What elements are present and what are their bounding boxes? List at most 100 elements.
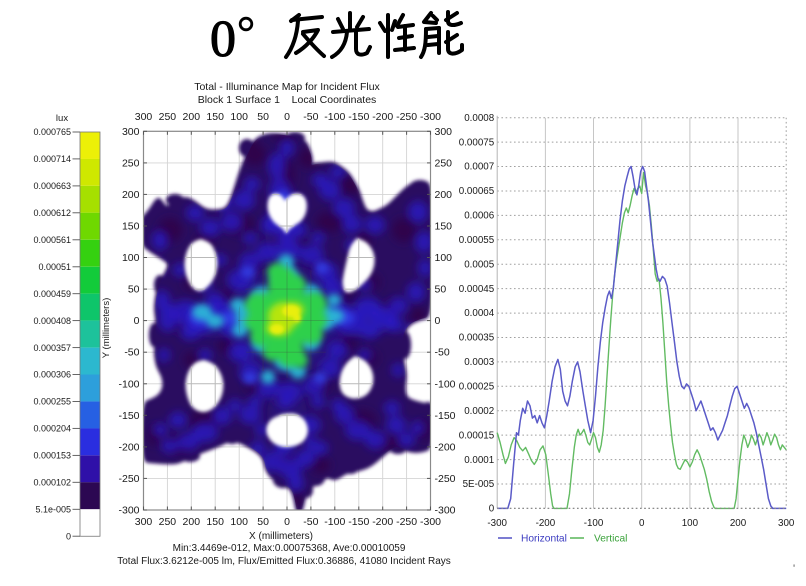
svg-text:0.00065: 0.00065 xyxy=(459,186,495,197)
svg-text:-50: -50 xyxy=(124,347,139,359)
svg-text:Block 1 Surface 1 Local Coo: Block 1 Surface 1 Local Coordinates xyxy=(198,94,377,106)
svg-text:250: 250 xyxy=(435,157,453,169)
svg-text:300: 300 xyxy=(435,126,453,138)
svg-text:0: 0 xyxy=(284,111,290,123)
svg-text:0.000459: 0.000459 xyxy=(33,289,71,299)
svg-text:200: 200 xyxy=(183,516,201,528)
svg-text:0.0001: 0.0001 xyxy=(464,455,494,466)
svg-text:0.00051: 0.00051 xyxy=(38,262,71,272)
svg-text:50: 50 xyxy=(128,284,140,296)
svg-text:250: 250 xyxy=(122,157,140,169)
svg-text:-250: -250 xyxy=(118,473,139,485)
svg-text:0.00075: 0.00075 xyxy=(459,137,495,148)
svg-text:0.000102: 0.000102 xyxy=(33,478,71,488)
svg-text:200: 200 xyxy=(183,111,201,123)
svg-text:-300: -300 xyxy=(420,516,441,528)
svg-text:50: 50 xyxy=(257,111,269,123)
svg-text:0.0005: 0.0005 xyxy=(464,259,495,270)
svg-text:0: 0 xyxy=(134,315,140,327)
svg-text:Min:3.4469e-012, Max:0.0007536: Min:3.4469e-012, Max:0.00075368, Ave:0.0… xyxy=(173,543,406,554)
svg-text:0: 0 xyxy=(489,504,495,515)
svg-text:lux: lux xyxy=(56,113,68,124)
svg-text:0.000714: 0.000714 xyxy=(33,154,71,164)
svg-text:0.0008: 0.0008 xyxy=(464,113,495,124)
svg-text:Total Flux:3.6212e-005 lm, Flu: Total Flux:3.6212e-005 lm, Flux/Emitted … xyxy=(117,556,451,567)
svg-text:0: 0 xyxy=(66,532,71,542)
svg-text:0.00015: 0.00015 xyxy=(459,430,495,441)
svg-text:-50: -50 xyxy=(435,347,450,359)
svg-text:Vertical: Vertical xyxy=(594,534,627,545)
svg-text:-100: -100 xyxy=(324,111,345,123)
svg-text:0.00035: 0.00035 xyxy=(459,333,495,344)
svg-text:100: 100 xyxy=(435,252,453,264)
svg-text:100: 100 xyxy=(122,252,140,264)
svg-text:300: 300 xyxy=(122,126,140,138)
svg-text:-150: -150 xyxy=(348,516,369,528)
svg-text:-300: -300 xyxy=(487,518,507,529)
svg-text:-200: -200 xyxy=(372,516,393,528)
svg-text:-50: -50 xyxy=(303,111,318,123)
svg-text:-100: -100 xyxy=(324,516,345,528)
svg-text:0: 0 xyxy=(435,315,441,327)
svg-text:0.000306: 0.000306 xyxy=(33,370,71,380)
svg-text:-100: -100 xyxy=(584,518,604,529)
svg-text:0.00055: 0.00055 xyxy=(459,235,495,246)
svg-text:200: 200 xyxy=(435,189,453,201)
svg-text:-100: -100 xyxy=(118,378,139,390)
svg-text:0.0002: 0.0002 xyxy=(464,406,494,417)
svg-text:0.000204: 0.000204 xyxy=(33,424,71,434)
svg-text:150: 150 xyxy=(206,111,224,123)
svg-text:-150: -150 xyxy=(348,111,369,123)
svg-text:Y (millimeters): Y (millimeters) xyxy=(101,298,112,359)
svg-text:-200: -200 xyxy=(372,111,393,123)
svg-text:-250: -250 xyxy=(396,516,417,528)
svg-text:-150: -150 xyxy=(435,410,456,422)
svg-text:Total - Illuminance Map for In: Total - Illuminance Map for Incident Flu… xyxy=(194,81,380,93)
svg-text:0.00045: 0.00045 xyxy=(459,284,495,295)
svg-text:50: 50 xyxy=(435,284,447,296)
svg-text:0.0006: 0.0006 xyxy=(464,211,495,222)
svg-text:0: 0 xyxy=(210,11,236,68)
svg-text:100: 100 xyxy=(682,518,699,529)
svg-text:0: 0 xyxy=(284,516,290,528)
svg-text:0.0004: 0.0004 xyxy=(464,308,495,319)
svg-text:150: 150 xyxy=(122,221,140,233)
svg-text:0.0007: 0.0007 xyxy=(464,162,494,173)
svg-text:0.0003: 0.0003 xyxy=(464,357,495,368)
svg-text:-100: -100 xyxy=(435,378,456,390)
svg-text:-200: -200 xyxy=(435,441,456,453)
svg-text:250: 250 xyxy=(159,516,177,528)
svg-text:-200: -200 xyxy=(118,441,139,453)
svg-text:5E-005: 5E-005 xyxy=(463,479,495,490)
svg-text:150: 150 xyxy=(206,516,224,528)
svg-text:150: 150 xyxy=(435,221,453,233)
svg-text:0.000765: 0.000765 xyxy=(33,127,71,137)
svg-text:0.000153: 0.000153 xyxy=(33,451,71,461)
svg-text:0: 0 xyxy=(639,518,645,529)
svg-text:0.000408: 0.000408 xyxy=(33,316,71,326)
svg-text:5.1e-005: 5.1e-005 xyxy=(35,505,71,515)
svg-text:300: 300 xyxy=(778,518,795,529)
svg-text:250: 250 xyxy=(159,111,177,123)
svg-text:X (millimeters): X (millimeters) xyxy=(249,531,313,542)
svg-text:-50: -50 xyxy=(303,516,318,528)
svg-text:100: 100 xyxy=(230,111,248,123)
svg-text:Horizontal: Horizontal xyxy=(521,534,567,545)
svg-text:0.000357: 0.000357 xyxy=(33,343,71,353)
svg-text:0.000612: 0.000612 xyxy=(33,208,71,218)
svg-text:-300: -300 xyxy=(420,111,441,123)
svg-text:0.000561: 0.000561 xyxy=(33,235,71,245)
svg-text:-150: -150 xyxy=(118,410,139,422)
svg-text:100: 100 xyxy=(230,516,248,528)
svg-text:-300: -300 xyxy=(118,505,139,517)
svg-text:200: 200 xyxy=(122,189,140,201)
svg-text:-200: -200 xyxy=(536,518,556,529)
svg-text:-250: -250 xyxy=(396,111,417,123)
svg-text:-250: -250 xyxy=(435,473,456,485)
svg-text:200: 200 xyxy=(730,518,747,529)
svg-text:50: 50 xyxy=(257,516,269,528)
svg-text:0.000255: 0.000255 xyxy=(33,397,71,407)
svg-text:-300: -300 xyxy=(435,505,456,517)
svg-text:300: 300 xyxy=(135,516,153,528)
svg-text:300: 300 xyxy=(135,111,153,123)
